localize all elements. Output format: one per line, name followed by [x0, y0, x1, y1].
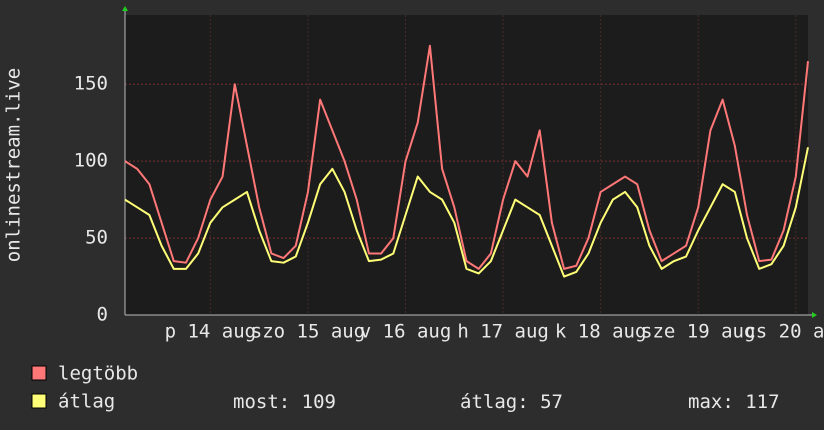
x-tick-label: sze 19 aug [641, 321, 755, 343]
y-tick-label: 150 [74, 73, 108, 95]
stat-value: 109 [302, 391, 336, 413]
series-line [124, 147, 809, 278]
stat-value: 57 [540, 391, 563, 413]
stat-label: most: [233, 391, 290, 413]
y-tick-label: 0 [97, 304, 108, 326]
x-tick-label: szo 15 aug [251, 321, 365, 343]
stat: max: 117 [688, 391, 780, 413]
x-tick-label: h 17 aug [457, 321, 549, 343]
y-tick-label: 100 [74, 150, 108, 172]
x-tick-label: k 18 aug [555, 321, 647, 343]
x-tick-label: p 14 aug [165, 321, 257, 343]
stat: most: 109 [233, 391, 336, 413]
y-tick-label: 50 [85, 227, 108, 249]
stat-label: átlag: [460, 391, 529, 413]
legend-label: legtöbb [58, 363, 138, 385]
stat-label: max: [688, 391, 734, 413]
series-line [124, 44, 809, 270]
x-tick-label: v 16 aug [360, 321, 452, 343]
stat: átlag: 57 [460, 391, 563, 413]
y-axis-label: onlinestream.live [3, 68, 25, 262]
axis-arrow [812, 312, 817, 318]
x-tick-label: cs 20 aug [744, 321, 824, 343]
stat-value: 117 [745, 391, 779, 413]
legend-swatch [31, 393, 47, 409]
legend-swatch [31, 365, 47, 381]
legend-label: átlag [58, 391, 115, 413]
axis-arrow [122, 6, 128, 11]
